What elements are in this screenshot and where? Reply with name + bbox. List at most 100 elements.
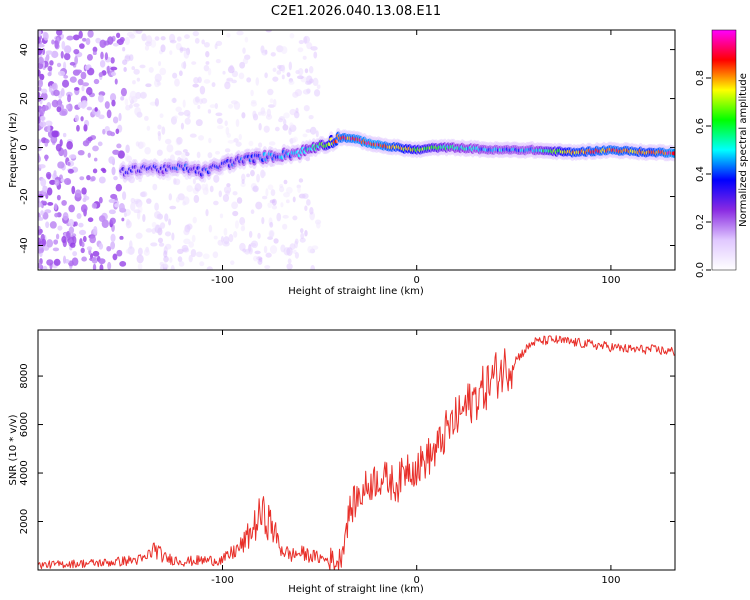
noise-speck [87, 136, 93, 142]
noise-speck [92, 250, 100, 257]
noise-speck [216, 125, 224, 130]
noise-speck [89, 235, 96, 244]
noise-speck [159, 113, 164, 119]
noise-speck [288, 128, 292, 135]
spectrogram-y-ticks: 40 20 0 -20 -40 [19, 43, 675, 254]
noise-speck [308, 115, 314, 120]
noise-speck [298, 40, 305, 45]
noise-speck [157, 124, 162, 130]
noise-speck [302, 89, 311, 95]
noise-speck [305, 80, 312, 86]
noise-speck [261, 216, 265, 225]
noise-speck [104, 101, 110, 109]
noise-speck [309, 207, 314, 215]
noise-speck [57, 225, 63, 231]
colorbar-tick-label: 0.8 [695, 70, 706, 86]
noise-speck [255, 201, 263, 210]
noise-speck [265, 188, 269, 197]
noise-speck [53, 89, 60, 97]
noise-speck [38, 143, 41, 147]
noise-speck [63, 75, 69, 79]
noise-speck [248, 140, 254, 147]
noise-speck [77, 101, 83, 109]
noise-speck [86, 54, 93, 61]
noise-speck [60, 50, 64, 59]
noise-speck [145, 35, 153, 44]
noise-speck [93, 78, 100, 85]
noise-speck [281, 74, 285, 80]
noise-speck [85, 38, 91, 46]
noise-speck [160, 36, 166, 41]
noise-speck [178, 111, 185, 116]
noise-speck [62, 212, 69, 221]
noise-speck [144, 146, 151, 155]
noise-speck [271, 198, 277, 206]
noise-speck [184, 117, 191, 125]
noise-speck [192, 31, 200, 37]
snr-frame [37, 329, 676, 571]
noise-speck [260, 107, 266, 115]
noise-speck [115, 128, 120, 135]
noise-speck [40, 200, 47, 205]
noise-speck [277, 64, 282, 70]
noise-speck [191, 61, 197, 65]
noise-speck [130, 197, 136, 204]
noise-speck [120, 96, 125, 101]
noise-speck [282, 214, 289, 219]
noise-speck [116, 249, 123, 257]
noise-speck [283, 118, 287, 126]
noise-speck [254, 250, 261, 255]
noise-speck [202, 253, 210, 260]
noise-speck [81, 241, 85, 248]
noise-speck [60, 88, 65, 97]
noise-speck [61, 235, 67, 244]
noise-speck [171, 97, 177, 103]
noise-speck [274, 126, 280, 132]
x-tick-label: 100 [601, 575, 620, 586]
noise-speck [134, 106, 142, 116]
noise-speck [238, 133, 242, 141]
noise-speck [51, 39, 55, 45]
colorbar-tick-label: 0.4 [695, 166, 706, 182]
noise-speck [261, 49, 268, 56]
noise-speck [186, 185, 193, 192]
noise-speck [129, 240, 133, 249]
noise-speck [73, 48, 80, 55]
noise-speck [270, 189, 276, 197]
noise-speck [49, 179, 56, 185]
noise-speck [192, 216, 197, 224]
noise-speck [184, 34, 190, 39]
noise-speck [168, 218, 172, 226]
noise-speck [144, 45, 150, 51]
noise-speck [150, 242, 158, 247]
noise-speck [288, 80, 295, 85]
noise-speck [80, 247, 85, 254]
noise-speck [302, 133, 308, 138]
noise-speck [141, 33, 147, 42]
noise-speck [173, 115, 178, 120]
noise-speck [98, 176, 106, 184]
noise-speck [273, 98, 277, 108]
noise-speck [52, 247, 60, 252]
noise-speck [71, 257, 79, 266]
noise-speck [289, 122, 294, 127]
noise-speck [244, 36, 249, 43]
noise-speck [38, 62, 44, 70]
noise-speck [177, 248, 184, 255]
noise-speck [269, 98, 274, 104]
noise-speck [112, 116, 119, 124]
noise-speck [165, 243, 172, 250]
noise-speck [268, 141, 276, 146]
noise-speck [203, 64, 210, 72]
noise-speck [294, 240, 298, 249]
noise-speck [137, 247, 143, 256]
figure-title: C2E1.2026.040.13.08.E11 [271, 4, 441, 19]
x-tick-label: 0 [414, 575, 420, 586]
noise-speck [170, 265, 175, 270]
noise-speck [298, 68, 304, 76]
noise-speck [255, 77, 260, 86]
noise-speck [38, 79, 44, 88]
noise-speck [74, 189, 82, 198]
noise-speck [92, 168, 98, 174]
noise-speck [81, 85, 85, 92]
